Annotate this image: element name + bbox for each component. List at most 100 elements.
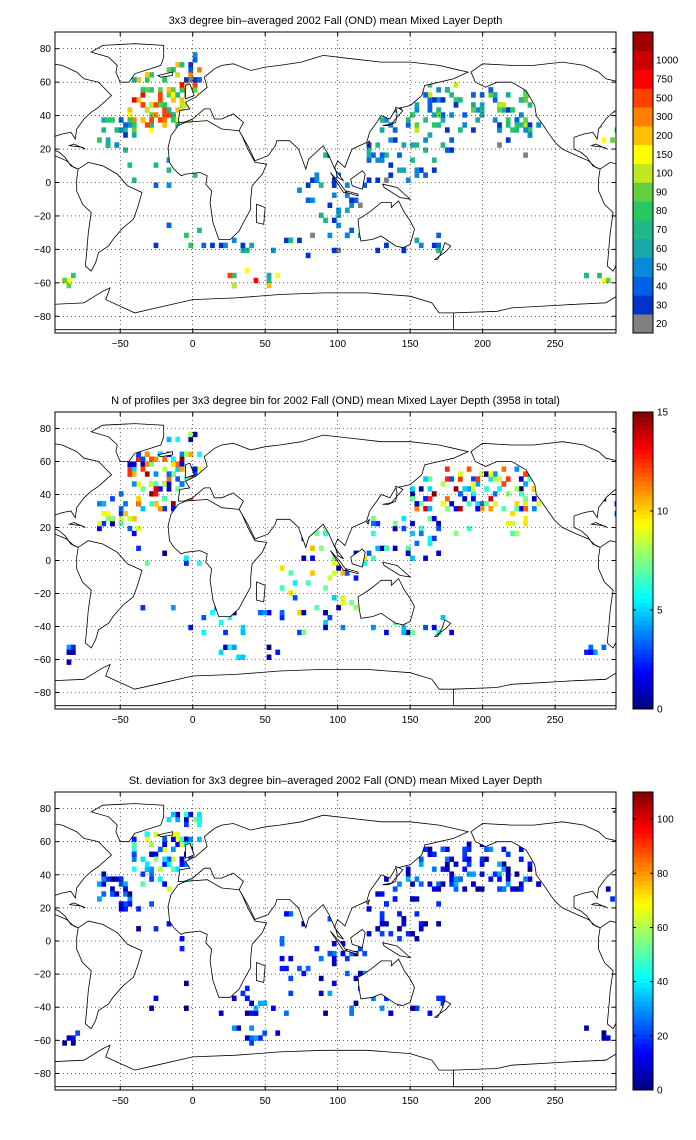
colorbar-swatch (633, 449, 653, 455)
data-cell (471, 102, 476, 108)
data-cell (231, 644, 237, 650)
data-cell (436, 921, 441, 927)
data-cell (518, 491, 524, 497)
data-cell (453, 861, 459, 867)
data-cell (410, 520, 415, 527)
data-cell (488, 92, 494, 98)
data-cell (414, 1005, 420, 1011)
data-cell (492, 117, 498, 123)
y-tick-label: −80 (34, 312, 51, 323)
data-cell (184, 811, 189, 818)
data-cell (401, 515, 407, 522)
x-tick-label: 250 (547, 715, 564, 726)
land-polygon (433, 1000, 452, 1018)
data-cell (340, 941, 346, 947)
y-tick-label: 20 (40, 145, 52, 156)
data-cell (253, 1035, 259, 1041)
data-cell (440, 481, 446, 487)
colorbar-swatch (633, 681, 653, 687)
data-cell (405, 177, 411, 183)
data-cell (527, 132, 533, 138)
data-cell (366, 550, 372, 556)
data-cell (349, 1010, 355, 1016)
data-cell (244, 247, 250, 254)
data-cell (197, 821, 202, 828)
data-cell (149, 841, 154, 848)
data-cell (140, 117, 146, 123)
data-cell (453, 530, 459, 537)
data-cell (610, 896, 615, 902)
data-cell (240, 629, 246, 636)
data-cell (175, 811, 181, 818)
data-cell (362, 560, 368, 566)
data-cell (479, 107, 485, 113)
data-cell (162, 881, 168, 887)
colorbar-swatch (633, 927, 653, 933)
data-cell (210, 242, 215, 249)
x-tick-label: 250 (547, 339, 564, 350)
data-cell (66, 659, 72, 665)
colorbar-swatch (633, 699, 653, 705)
data-cell (449, 871, 455, 877)
data-cell (140, 102, 146, 108)
data-cell (188, 624, 194, 631)
data-cell (353, 575, 359, 581)
data-cell (110, 496, 115, 502)
data-cell (323, 530, 328, 537)
colorbar-swatch (633, 551, 653, 557)
y-tick-label: −20 (34, 970, 51, 981)
data-cell (170, 461, 176, 467)
data-cell (379, 152, 385, 158)
data-cell (514, 871, 520, 877)
data-cell (170, 856, 176, 862)
data-cell (110, 886, 115, 892)
land-polygon (680, 452, 695, 457)
data-cell (166, 436, 172, 443)
colorbar-label: 0 (657, 1086, 663, 1097)
data-cell (392, 520, 398, 527)
colorbar-swatch (633, 421, 653, 427)
data-cell (514, 117, 520, 123)
data-cell (405, 629, 411, 636)
data-cell (97, 520, 102, 527)
data-cell (144, 461, 150, 467)
land-polygon (357, 958, 415, 1007)
data-cell (166, 481, 172, 487)
data-cell (410, 555, 415, 561)
data-cell (166, 167, 172, 173)
x-tick-label: 200 (474, 715, 491, 726)
colorbar-swatch (633, 880, 653, 886)
data-cell (605, 886, 611, 892)
data-cell (305, 182, 311, 188)
data-cell (375, 157, 381, 163)
data-cell (140, 605, 146, 611)
colorbar-swatch (633, 838, 653, 844)
colorbar-swatch (633, 430, 653, 436)
data-cell (414, 506, 420, 512)
data-cell (175, 466, 181, 472)
data-cell (101, 891, 107, 897)
data-cell (527, 866, 533, 872)
data-cell (275, 1030, 281, 1036)
colorbar-swatch (633, 671, 653, 677)
x-tick-label: 50 (260, 339, 272, 350)
data-cell (410, 142, 415, 148)
data-cell (66, 644, 72, 650)
data-cell (392, 896, 398, 902)
data-cell (514, 506, 520, 512)
colorbar-swatch (633, 861, 653, 867)
data-cell (192, 57, 198, 63)
data-cell (179, 456, 185, 462)
colorbar-swatch (633, 978, 653, 984)
land-polygon (382, 865, 404, 886)
data-cell (349, 197, 355, 203)
data-cell (492, 871, 498, 877)
x-tick-label: 150 (402, 339, 419, 350)
data-cell (388, 122, 394, 128)
land-polygon (67, 522, 86, 528)
x-tick-label: 0 (190, 339, 196, 350)
data-cell (153, 486, 159, 492)
data-cell (336, 605, 341, 611)
data-cell (379, 545, 385, 551)
data-cell (231, 237, 237, 244)
